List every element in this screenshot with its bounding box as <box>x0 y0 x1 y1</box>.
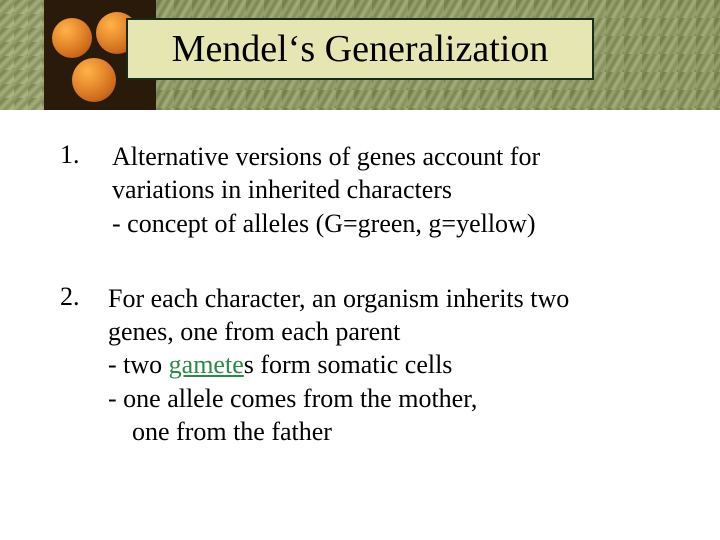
orange-pea-3 <box>72 58 116 102</box>
item-1-line-2: variations in inherited characters <box>112 175 452 204</box>
item-number: 2. <box>60 282 108 349</box>
list-item-2: 2. For each character, an organism inher… <box>60 282 660 448</box>
item-number: 1. <box>60 140 112 207</box>
title-box: Mendel‘s Generalization <box>126 18 594 80</box>
sub-prefix: - two <box>108 350 169 379</box>
sub-suffix: s form somatic cells <box>244 350 453 379</box>
item-2-line-1: For each character, an organism inherits… <box>108 284 569 313</box>
item-1-line-1: Alternative versions of genes account fo… <box>112 142 540 171</box>
item-2-subline-3: one from the father <box>132 415 660 448</box>
item-text: Alternative versions of genes account fo… <box>112 140 660 207</box>
item-2-subline-2: - one allele comes from the mother, <box>108 382 660 415</box>
item-text: For each character, an organism inherits… <box>108 282 660 349</box>
slide-title: Mendel‘s Generalization <box>172 27 549 71</box>
gamete-link[interactable]: gamete <box>169 350 244 379</box>
item-2-subline-1: - two gametes form somatic cells <box>108 348 660 381</box>
slide-body: 1. Alternative versions of genes account… <box>60 140 660 490</box>
item-1-subline-1: - concept of alleles (G=green, g=yellow) <box>112 207 660 240</box>
peas-texture-left <box>0 0 44 110</box>
item-2-line-2: genes, one from each parent <box>108 317 400 346</box>
list-item-1: 1. Alternative versions of genes account… <box>60 140 660 240</box>
orange-pea-1 <box>52 18 92 58</box>
